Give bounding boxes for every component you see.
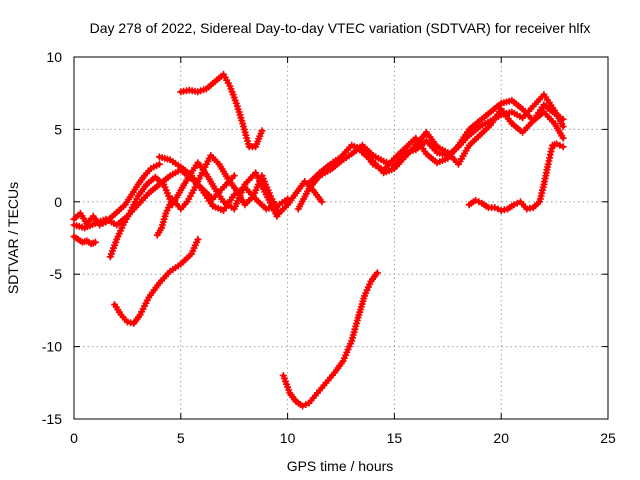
x-tick-label: 5 — [177, 430, 185, 446]
data-point-marker — [556, 141, 564, 149]
data-point-marker — [91, 238, 99, 246]
x-tick-label: 0 — [70, 430, 78, 446]
y-tick-label: -10 — [42, 339, 62, 355]
y-tick-labels: -15 -10 -5 0 5 10 — [42, 49, 62, 427]
data-point-marker — [373, 269, 381, 277]
series-track-8 — [111, 235, 202, 327]
series-layer — [70, 70, 567, 410]
y-tick-label: 5 — [54, 121, 62, 137]
data-point-marker — [302, 401, 310, 408]
grid-lines — [74, 57, 608, 419]
y-axis-title: SDTVAR / TECUs — [5, 182, 21, 294]
data-point-marker — [472, 196, 480, 204]
data-point-marker — [230, 172, 238, 180]
x-axis-title: GPS time / hours — [287, 458, 394, 474]
series-track-11 — [305, 96, 567, 187]
data-point-marker — [155, 160, 163, 168]
data-point-marker — [559, 123, 567, 130]
y-tick-label: 10 — [46, 49, 62, 65]
data-point-marker — [494, 205, 502, 213]
series-track-1 — [70, 233, 99, 248]
chart-title: Day 278 of 2022, Sidereal Day-to-day VTE… — [90, 20, 591, 36]
data-point-marker — [491, 204, 499, 212]
x-tick-label: 25 — [600, 430, 616, 446]
series-track-10 — [294, 91, 567, 213]
series-track-13 — [465, 140, 567, 214]
y-tick-label: 0 — [54, 194, 62, 210]
tick-marks — [73, 56, 609, 420]
series-line — [112, 237, 200, 326]
data-point-marker — [513, 199, 521, 207]
y-tick-label: -15 — [42, 411, 62, 427]
data-point-marker — [559, 134, 567, 142]
data-point-marker — [553, 140, 561, 148]
data-point-marker — [510, 201, 518, 209]
x-tick-label: 15 — [387, 430, 403, 446]
y-tick-label: -5 — [50, 266, 63, 282]
series-track-9 — [279, 269, 381, 410]
data-point-marker — [475, 198, 483, 206]
x-tick-labels: 0 5 10 15 20 25 — [70, 430, 616, 446]
x-tick-label: 20 — [493, 430, 509, 446]
data-point-marker — [258, 127, 266, 135]
data-point-marker — [318, 198, 326, 206]
data-point-marker — [284, 195, 292, 203]
series-line — [467, 141, 566, 213]
x-tick-label: 10 — [280, 430, 296, 446]
data-point-marker — [559, 115, 567, 123]
series-track-7 — [177, 70, 266, 151]
data-point-marker — [559, 143, 567, 151]
series-line — [178, 72, 264, 149]
data-point-marker — [194, 235, 202, 243]
series-track-6 — [155, 153, 292, 214]
data-point-marker — [299, 402, 307, 410]
series-track-12 — [358, 101, 567, 177]
